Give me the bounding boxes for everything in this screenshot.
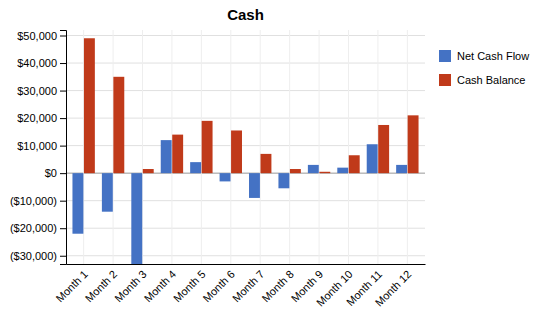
- y-tick: $10,000: [17, 140, 66, 152]
- y-tick-mark: [60, 146, 66, 147]
- bar: [337, 168, 348, 174]
- y-tick-label: ($10,000): [10, 195, 57, 207]
- bar: [102, 173, 113, 212]
- legend-label: Cash Balance: [457, 74, 526, 86]
- y-tick-label: $50,000: [17, 30, 57, 42]
- y-tick-label: $30,000: [17, 85, 57, 97]
- bar: [261, 154, 272, 173]
- y-tick-label: $0: [45, 167, 57, 179]
- y-tick-mark: [60, 118, 66, 119]
- legend-swatch: [439, 74, 451, 86]
- bar: [84, 38, 95, 173]
- y-tick-mark: [60, 63, 66, 64]
- bar: [378, 125, 389, 173]
- bars: [72, 38, 418, 264]
- y-tick-label: $20,000: [17, 112, 57, 124]
- y-tick-mark: [60, 173, 66, 174]
- bar-series: [84, 38, 419, 173]
- bar: [131, 173, 142, 264]
- y-tick-mark: [60, 228, 66, 229]
- x-grid-line: [260, 30, 261, 264]
- bar: [72, 173, 83, 234]
- y-tick-label: $40,000: [17, 57, 57, 69]
- x-tick-label: Month 12: [373, 268, 414, 309]
- x-tick: Month 12: [373, 264, 414, 309]
- y-grid-line: [66, 35, 425, 36]
- y-tick: $0: [45, 167, 66, 179]
- bar: [190, 162, 201, 173]
- y-axis-line: [60, 31, 67, 265]
- grid: [66, 30, 425, 264]
- legend-swatch: [439, 50, 451, 62]
- y-tick-mark: [60, 201, 66, 202]
- y-tick: ($30,000): [10, 250, 66, 262]
- chart: ($30,000) ($20,000) ($10,000) $0 $10,000 $20,…: [0, 0, 550, 318]
- bar: [161, 140, 172, 173]
- bar: [143, 169, 154, 173]
- bar: [113, 77, 124, 173]
- y-tick-label: ($20,000): [10, 222, 57, 234]
- y-grid-line: [66, 255, 425, 256]
- x-grid-line: [319, 30, 320, 264]
- y-grid-line: [66, 228, 425, 229]
- y-tick: $50,000: [17, 30, 66, 42]
- y-axis: ($30,000) ($20,000) ($10,000) $0 $10,000 $20,…: [10, 30, 67, 265]
- bar: [408, 115, 419, 173]
- legend-item: Net Cash Flow: [439, 50, 529, 62]
- y-tick-mark: [60, 36, 66, 37]
- x-grid-line: [289, 30, 290, 264]
- y-grid-line: [66, 63, 425, 64]
- bar: [396, 165, 407, 173]
- bar: [172, 135, 183, 174]
- bar: [367, 144, 378, 173]
- y-tick: $20,000: [17, 112, 66, 124]
- title: Cash: [227, 6, 264, 23]
- bar: [308, 165, 319, 173]
- y-tick: ($10,000): [10, 195, 66, 207]
- x-grid-line: [348, 30, 349, 264]
- legend: Net Cash Flow Cash Balance: [439, 50, 529, 86]
- y-tick-mark: [60, 256, 66, 257]
- y-tick: $40,000: [17, 57, 66, 69]
- x-axis: Month 1Month 2Month 3Month 4Month 5Month…: [53, 264, 425, 309]
- bar: [202, 121, 213, 173]
- bar: [220, 173, 231, 181]
- bar: [231, 130, 242, 173]
- y-tick-label: $10,000: [17, 140, 57, 152]
- bar: [319, 172, 330, 173]
- y-tick-label: ($30,000): [10, 250, 57, 262]
- bar: [278, 173, 289, 188]
- bar: [249, 173, 260, 198]
- legend-item: Cash Balance: [439, 74, 526, 86]
- y-tick: ($20,000): [10, 222, 66, 234]
- y-tick: $30,000: [17, 85, 66, 97]
- bar: [349, 155, 360, 173]
- y-grid-line: [66, 200, 425, 201]
- bar: [290, 169, 301, 173]
- plot-area: ($30,000) ($20,000) ($10,000) $0 $10,000 $20,…: [10, 30, 426, 309]
- x-axis-line: [67, 264, 426, 265]
- legend-label: Net Cash Flow: [457, 50, 529, 62]
- y-tick-mark: [60, 91, 66, 92]
